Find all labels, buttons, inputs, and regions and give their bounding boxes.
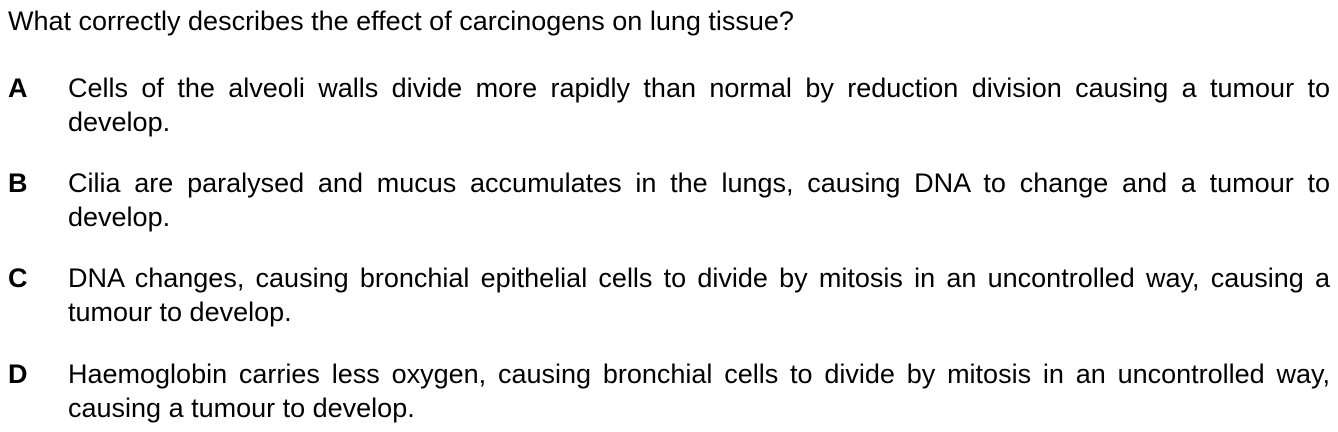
option-letter-c: C: [8, 263, 28, 293]
option-text-c: DNA changes, causing bronchial epithelia…: [68, 263, 1330, 327]
option-letter-d: D: [8, 359, 28, 389]
option-text-b: Cilia are paralysed and mucus accumulate…: [68, 168, 1330, 232]
option-letter-b: B: [8, 168, 28, 198]
question-stem: What correctly describes the effect of c…: [8, 6, 794, 36]
option-letter-a: A: [8, 73, 28, 103]
option-text-d: Haemoglobin carries less oxygen, causing…: [68, 359, 1330, 423]
option-text-a: Cells of the alveoli walls divide more r…: [68, 73, 1330, 137]
